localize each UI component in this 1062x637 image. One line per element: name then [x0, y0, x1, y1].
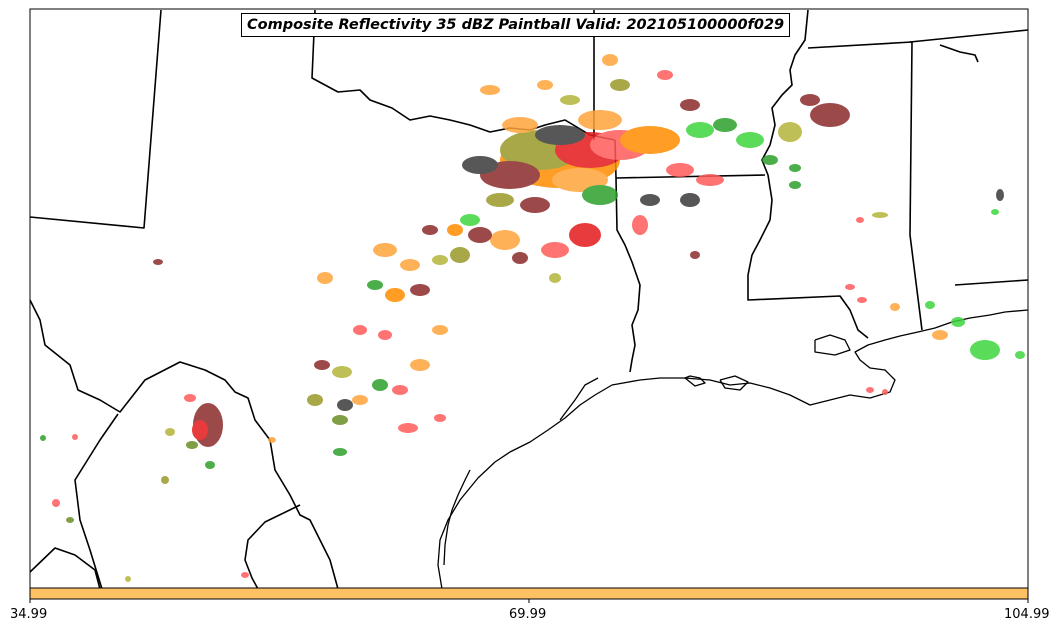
colorbar-tick-label-max: 104.99 — [1004, 607, 1050, 622]
colorbar-tick-label-min: 34.99 — [10, 607, 48, 622]
colorbar — [29, 587, 1029, 600]
reflectivity-paintballs — [40, 54, 1025, 582]
map-panel — [29, 8, 1029, 590]
map-title: Composite Reflectivity 35 dBZ Paintball … — [241, 13, 791, 37]
state-borders — [29, 9, 1029, 590]
colorbar-tick-label-mid: 69.99 — [509, 607, 547, 622]
coastline — [437, 309, 1029, 590]
